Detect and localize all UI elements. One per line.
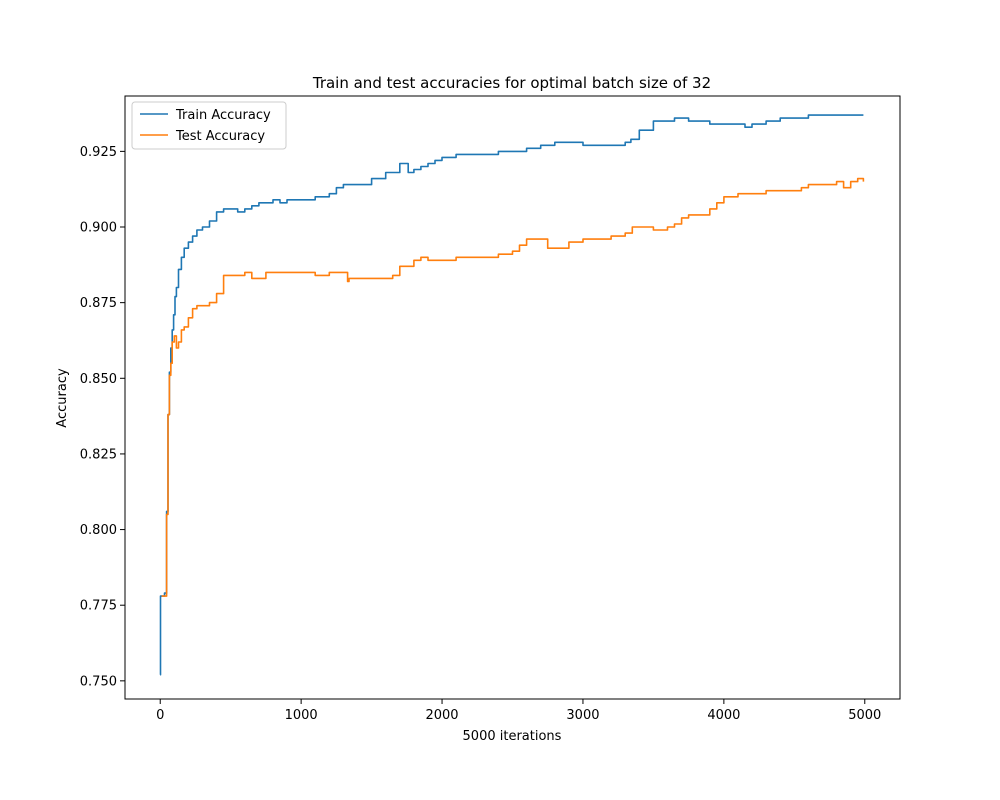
legend-label-train: Train Accuracy bbox=[175, 108, 271, 123]
y-tick-label: 0.775 bbox=[80, 599, 117, 614]
legend-box bbox=[131, 101, 287, 150]
x-tick-label: 4000 bbox=[707, 708, 740, 723]
y-axis-label: Accuracy bbox=[55, 368, 70, 428]
x-tick-label: 0 bbox=[156, 708, 164, 723]
y-tick-label: 0.900 bbox=[80, 221, 117, 236]
x-tick-label: 5000 bbox=[848, 708, 881, 723]
y-tick-label: 0.850 bbox=[80, 372, 117, 387]
y-tick-label: 0.800 bbox=[80, 523, 117, 538]
x-axis-label: 5000 iterations bbox=[463, 729, 562, 744]
y-tick-label: 0.925 bbox=[80, 145, 117, 160]
x-tick-label: 1000 bbox=[285, 708, 318, 723]
x-tick-label: 3000 bbox=[566, 708, 599, 723]
x-axis: 0 1000 2000 3000 4000 5000 bbox=[156, 699, 881, 723]
y-tick-label: 0.825 bbox=[80, 447, 117, 462]
legend-label-test: Test Accuracy bbox=[175, 129, 265, 144]
x-tick-label: 2000 bbox=[425, 708, 458, 723]
y-tick-label: 0.750 bbox=[80, 674, 117, 689]
y-tick-label: 0.875 bbox=[80, 296, 117, 311]
series-layer bbox=[159, 114, 865, 676]
plot-frame bbox=[124, 95, 901, 700]
chart-title: Train and test accuracies for optimal ba… bbox=[312, 74, 711, 92]
series-line-test bbox=[161, 177, 865, 597]
series-line-train bbox=[159, 114, 864, 676]
y-axis: 0.750 0.775 0.800 0.825 0.850 0.875 0.900 0.925 bbox=[80, 145, 125, 689]
legend: Train Accuracy Test Accuracy bbox=[131, 101, 287, 150]
